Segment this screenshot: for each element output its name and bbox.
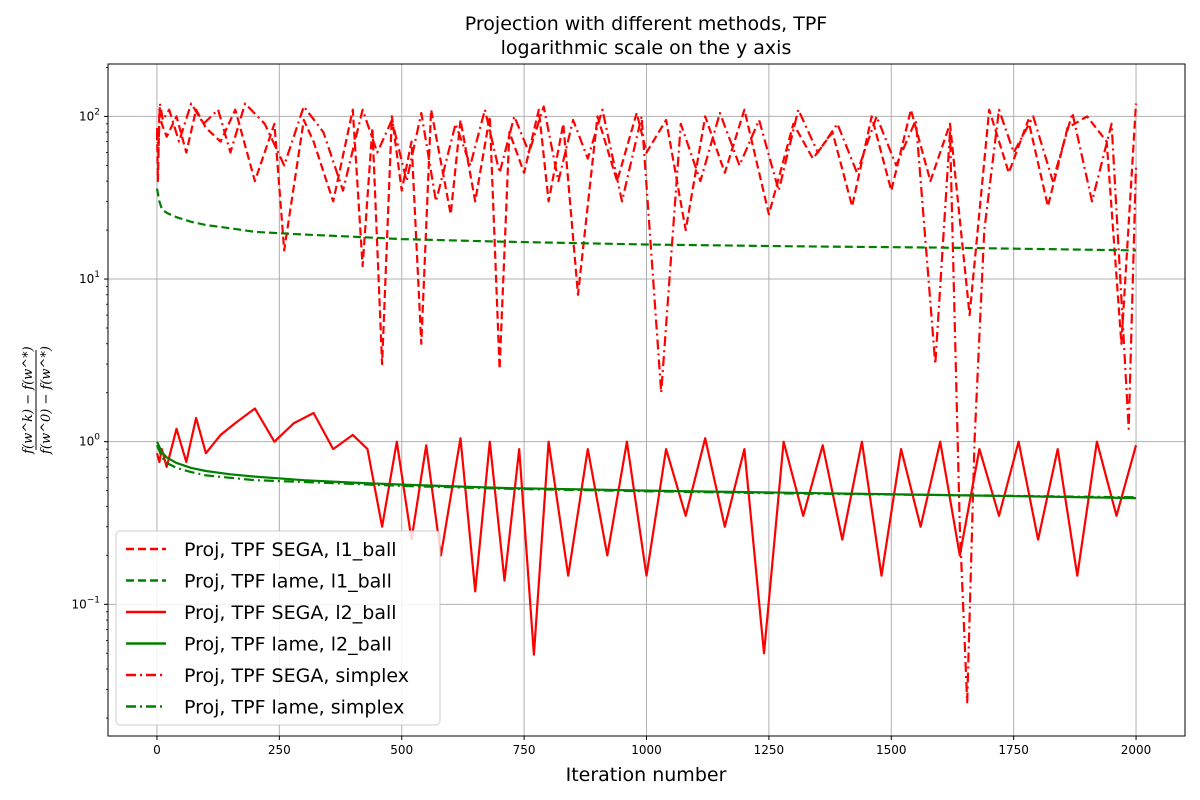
- x-tick-label: 500: [390, 743, 413, 757]
- x-tick-label: 1500: [876, 743, 907, 757]
- legend-entry-label: Proj, TPF lame, simplex: [184, 697, 404, 719]
- x-tick-label: 1250: [754, 743, 785, 757]
- y-tick-label: 102: [79, 107, 100, 123]
- y-tick-label: 101: [79, 270, 100, 286]
- axis-ticks: 0 250 500 750 1000 1250 1500 1750 2000 10−1 100 101…: [71, 67, 1151, 757]
- y-axis-label: f(w^k) − f(w^*) f(w^0) − f(w^*): [21, 346, 54, 455]
- x-tick-label: 1750: [998, 743, 1029, 757]
- series-line-2: [155, 188, 1137, 252]
- y-axis-label-denominator: f(w^0) − f(w^*): [39, 346, 54, 455]
- legend-entry-label: Proj, TPF SEGA, l2_ball: [184, 602, 397, 624]
- legend-entry-label: Proj, TPF SEGA, simplex: [184, 665, 409, 687]
- y-axis-label-numerator: f(w^k) − f(w^*): [21, 346, 36, 455]
- x-tick-label: 1000: [631, 743, 662, 757]
- x-axis-label: Iteration number: [566, 764, 727, 786]
- chart-title-line1: Projection with different methods, TPF: [465, 13, 827, 35]
- x-tick-label: 750: [513, 743, 536, 757]
- legend-box: [115, 530, 441, 726]
- legend-entry-label: Proj, TPF lame, l2_ball: [184, 634, 392, 656]
- legend-entry-label: Proj, TPF SEGA, l1_ball: [184, 539, 397, 561]
- x-tick-label: 2000: [1121, 743, 1152, 757]
- y-tick-label: 100: [79, 433, 100, 449]
- series-line-1: [155, 103, 1138, 371]
- y-tick-label: 10−1: [71, 595, 100, 611]
- series-line-5: [155, 102, 1138, 704]
- plot-frame: [107, 63, 1186, 737]
- x-tick-label: 250: [268, 743, 291, 757]
- legend: Proj, TPF SEGA, l1_ball Proj, TPF lame, l…: [115, 530, 441, 726]
- series-group: [155, 102, 1138, 704]
- series-line-6: [155, 444, 1137, 499]
- series-line-3: [155, 407, 1138, 656]
- x-tick-label: 0: [153, 743, 161, 757]
- chart-title-line2: logarithmic scale on the y axis: [501, 37, 792, 59]
- legend-entry-label: Proj, TPF lame, l1_ball: [184, 571, 392, 593]
